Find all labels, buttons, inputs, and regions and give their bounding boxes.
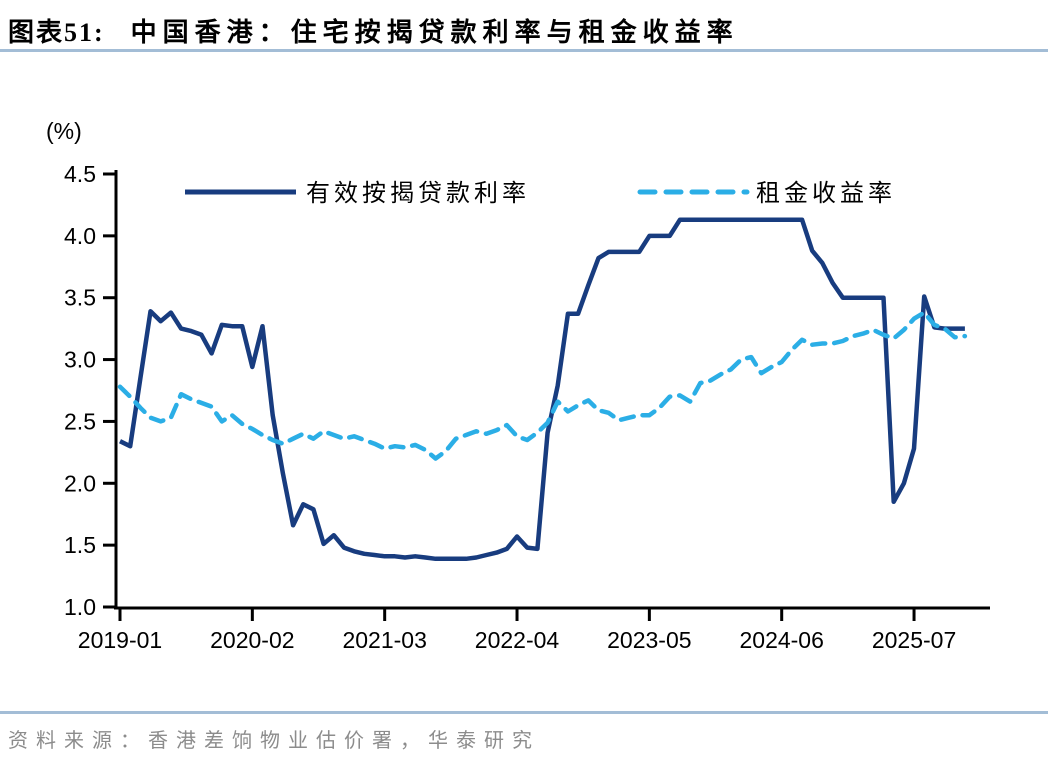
series-rental-yield-line xyxy=(117,310,968,461)
y-tick-label: 4.0 xyxy=(64,223,96,249)
footer-divider-rule xyxy=(0,711,1048,714)
title-divider-rule xyxy=(0,49,1048,52)
y-tick-label: 4.5 xyxy=(64,161,96,187)
x-tick-label: 2021-03 xyxy=(342,627,426,653)
x-tick-label: 2025-07 xyxy=(872,627,956,653)
y-tick-label: 1.0 xyxy=(64,594,96,620)
series-mortgage-rate-line xyxy=(119,217,965,562)
y-tick-label: 3.5 xyxy=(64,285,96,311)
y-tick-label: 2.5 xyxy=(64,408,96,434)
x-tick-label: 2024-06 xyxy=(739,627,823,653)
x-tick-label: 2020-02 xyxy=(210,627,294,653)
y-axis-unit-label: (%) xyxy=(46,118,82,144)
y-tick-label: 3.0 xyxy=(64,347,96,373)
figure-title: 图表51: 中国香港：住宅按揭贷款利率与租金收益率 xyxy=(8,12,739,49)
y-tick-label: 1.5 xyxy=(64,532,96,558)
x-tick-label: 2022-04 xyxy=(475,627,560,653)
legend-mortgage-label: 有效按揭贷款利率 xyxy=(306,180,530,207)
x-tick-label: 2023-05 xyxy=(607,627,691,653)
source-note: 资料来源：香港差饷物业估价署，华泰研究 xyxy=(8,730,540,752)
figure-title-text: 中国香港：住宅按揭贷款利率与租金收益率 xyxy=(130,18,739,47)
figure-number-label: 图表51: xyxy=(8,18,105,47)
legend-rental-label: 租金收益率 xyxy=(756,180,896,207)
x-tick-label: 2019-01 xyxy=(78,627,162,653)
y-tick-label: 2.0 xyxy=(64,470,96,496)
